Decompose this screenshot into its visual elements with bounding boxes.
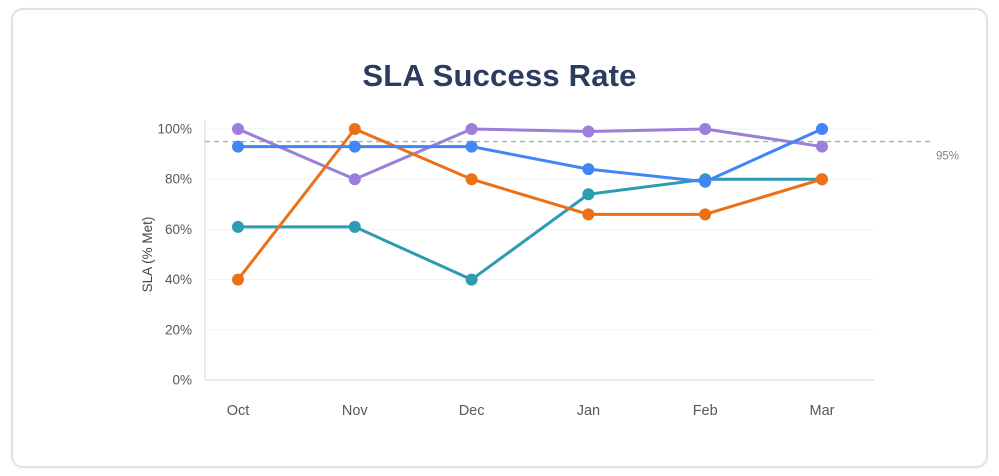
data-point-blue-Mar [816, 123, 828, 135]
chart-title: SLA Success Rate [362, 58, 637, 93]
threshold-label: 95% [936, 151, 959, 163]
data-point-teal-Nov [348, 220, 361, 233]
series-line-teal [236, 177, 824, 282]
data-point-teal-Dec [465, 273, 478, 286]
data-point-purple-Mar [816, 140, 828, 153]
y-tick-label: 20% [165, 322, 192, 337]
chart-card: SLA Success Rate [11, 8, 988, 468]
data-point-orange-Nov [348, 123, 361, 135]
x-tick-label: Oct [227, 403, 250, 419]
data-point-purple-Dec [465, 123, 478, 135]
data-point-blue-Feb [699, 175, 712, 188]
data-point-blue-Oct [232, 140, 244, 153]
data-point-purple-Feb [699, 123, 712, 135]
data-point-teal-Jan [582, 188, 595, 201]
data-point-blue-Jan [582, 163, 595, 176]
y-tick-label: 60% [165, 222, 192, 237]
series-line-purple [236, 127, 824, 181]
data-point-orange-Oct [232, 273, 244, 286]
data-point-purple-Oct [232, 123, 244, 135]
data-point-orange-Feb [699, 208, 712, 221]
series-line-orange [236, 127, 824, 282]
data-point-blue-Dec [465, 140, 478, 153]
series-line-blue [236, 127, 824, 184]
x-tick-label: Feb [693, 403, 718, 419]
data-point-purple-Jan [582, 125, 595, 138]
x-tick-label: Nov [342, 403, 369, 419]
data-point-orange-Mar [816, 173, 828, 186]
y-tick-label: 80% [165, 172, 192, 187]
y-tick-label: 0% [172, 373, 192, 388]
data-point-blue-Nov [348, 140, 361, 153]
x-tick-label: Dec [459, 403, 485, 419]
x-tick-label: Mar [810, 403, 835, 419]
data-point-orange-Dec [465, 173, 478, 186]
y-axis-title: SLA (% Met) [140, 217, 155, 293]
data-point-purple-Nov [348, 173, 361, 186]
y-tick-label: 40% [165, 272, 192, 287]
y-tick-label: 100% [157, 122, 192, 137]
x-tick-label: Jan [577, 403, 600, 419]
data-point-orange-Jan [582, 208, 595, 221]
data-point-teal-Oct [232, 220, 244, 233]
